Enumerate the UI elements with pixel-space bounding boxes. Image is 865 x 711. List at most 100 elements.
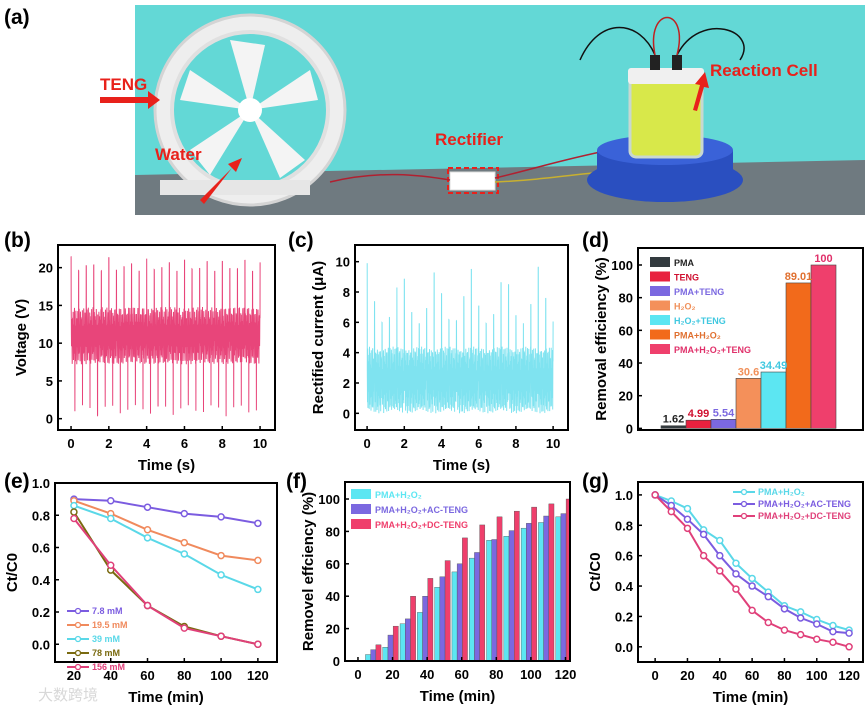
y-tick-label: 10 <box>336 255 350 270</box>
plot-area <box>366 263 554 414</box>
x-tick-label: 6 <box>475 436 482 451</box>
y-tick-label: 5 <box>46 374 53 389</box>
y-tick-label: 100 <box>318 492 340 507</box>
y-tick-label: 0.4 <box>615 579 634 594</box>
data-point <box>254 519 262 528</box>
bar-1-0 <box>370 649 377 661</box>
chart-e: 7.8 mM 19.5 mM 39 mM 78 mM 156 mM 0.0 0.2 0.4 0.… <box>4 476 278 706</box>
data-point <box>845 629 853 637</box>
y-tick-label: 60 <box>619 323 633 338</box>
series-line-2 <box>73 504 259 591</box>
legend-marker <box>740 500 748 508</box>
data-point <box>699 551 708 560</box>
data-point <box>829 621 837 630</box>
data-point <box>143 534 152 542</box>
data-point <box>106 514 115 523</box>
data-point <box>796 630 805 639</box>
bar-1-3 <box>422 596 428 661</box>
legend-swatch <box>650 257 670 267</box>
y-tick-label: 8 <box>343 285 350 300</box>
x-tick-label: 2 <box>105 436 112 451</box>
data-point <box>217 632 225 640</box>
x-tick-label: 60 <box>140 668 154 683</box>
y-tick-label: 4 <box>343 346 351 361</box>
rectifier-highlight-box <box>447 167 499 194</box>
axes-frame <box>54 482 278 663</box>
bar-0-4 <box>434 587 441 661</box>
legend-swatch <box>650 271 670 282</box>
y-tick-label: 0.2 <box>615 609 633 624</box>
data-point <box>667 501 676 510</box>
data-point <box>796 608 805 616</box>
bar-1-8 <box>508 530 515 661</box>
data-point <box>217 513 225 521</box>
x-tick-label: 120 <box>838 668 860 683</box>
chart-g: PMA+H₂O₂ PMA+H₂O₂+AC-TENG PMA+H₂O₂+DC-TENG… <box>587 481 864 706</box>
data-point <box>70 501 78 510</box>
bar-0-9 <box>520 527 527 661</box>
legend-swatch <box>650 300 670 311</box>
x-tick-label: 80 <box>489 667 503 682</box>
series-line-c <box>366 263 554 414</box>
plot-area <box>660 264 837 429</box>
y-tick-label: 40 <box>619 356 633 371</box>
bar-1-11 <box>560 513 567 661</box>
y-tick-label: 20 <box>619 389 633 404</box>
data-point <box>106 561 115 569</box>
photo-label-rectifier: Rectifier <box>435 130 503 149</box>
data-point <box>70 508 78 516</box>
data-point <box>180 550 189 558</box>
legend-label: PMA+H₂O₂ <box>674 331 721 341</box>
chart-b: 0 5 10 15 20 0 2 4 6 8 10 Time (s) Voltage (V) <box>13 244 276 474</box>
x-tick-label: 4 <box>438 436 446 451</box>
data-point <box>796 614 805 622</box>
y-tick-label: 0 <box>46 412 53 427</box>
data-point <box>254 585 262 594</box>
legend-label: PMA+TENG <box>674 287 724 297</box>
beaker <box>628 73 704 159</box>
panel-label-a: (a) <box>4 6 30 29</box>
watermark: 大数跨境 <box>38 686 98 704</box>
y-tick-label: 1.0 <box>32 476 50 491</box>
data-point <box>70 514 78 523</box>
bar-value-label: 4.99 <box>688 408 709 420</box>
y-tick-label: 0.2 <box>32 605 50 620</box>
y-tick-label: 1.0 <box>615 488 633 503</box>
y-tick-label: 0.6 <box>615 549 633 564</box>
bar-value-label: 89.01 <box>785 271 813 283</box>
bar-0-7 <box>486 540 492 661</box>
bar-0-8 <box>503 536 510 661</box>
photo-panel-a: TENG Water Rectifier Reaction Cell <box>100 5 865 215</box>
bar-1-7 <box>491 539 498 661</box>
y-tick-label: 6 <box>343 315 350 330</box>
photo-label-teng: TENG <box>100 75 147 94</box>
legend-label: PMA+H₂O₂+DC-TENG <box>758 511 851 521</box>
legend-swatch <box>351 519 371 529</box>
bar-0-3 <box>417 612 423 661</box>
bar-2-11 <box>565 498 570 661</box>
data-point <box>683 524 692 533</box>
x-tick-label: 0 <box>363 436 370 451</box>
bar-value-label: 30.6 <box>738 366 759 378</box>
data-point <box>732 570 740 578</box>
data-point <box>180 624 189 632</box>
legend-swatch <box>351 489 371 499</box>
legend-label: PMA <box>674 258 695 268</box>
x-tick-label: 2 <box>401 436 408 451</box>
data-point <box>699 530 708 539</box>
bar-0-10 <box>538 522 544 661</box>
bar-value-label: 1.62 <box>663 414 684 426</box>
bar-2-4 <box>444 560 451 661</box>
y-tick-label: 0 <box>343 406 350 421</box>
data-point <box>764 592 773 601</box>
bar-2-9 <box>531 506 537 661</box>
data-point <box>748 582 756 590</box>
y-tick-label: 100 <box>611 258 633 273</box>
data-point <box>748 606 756 615</box>
legend-label: PMA+H₂O₂+AC-TENG <box>758 499 851 509</box>
legend-label: 19.5 mM <box>92 620 128 630</box>
x-axis-label: Time (min) <box>420 688 496 705</box>
bar-3 <box>735 378 762 429</box>
